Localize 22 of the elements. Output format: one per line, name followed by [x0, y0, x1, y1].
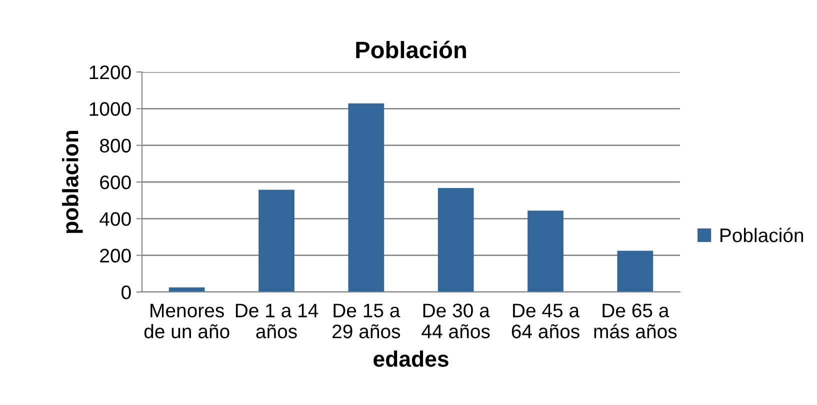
bar	[348, 103, 384, 292]
bar	[438, 188, 474, 292]
y-tick-label: 600	[100, 175, 131, 190]
x-tick-label: De 1 a 14 años	[236, 304, 318, 338]
legend-label: Población	[720, 228, 804, 242]
y-tick-label: 1000	[90, 102, 131, 116]
x-tick-label: De 65 a más años	[594, 304, 677, 338]
y-tick-label: 200	[100, 248, 131, 263]
y-tick-label: 800	[100, 138, 131, 153]
y-axis-title: poblacion	[62, 130, 83, 233]
bar	[258, 190, 294, 292]
x-tick-label: De 45 a 64 años	[512, 304, 580, 338]
x-tick-label: De 30 a 44 años	[422, 304, 490, 338]
bar	[528, 210, 564, 292]
x-tick-label: De 15 a 29 años	[332, 304, 400, 338]
x-axis-title: edades	[374, 350, 448, 367]
y-tick-label: 0	[122, 285, 131, 300]
y-tick-label: 400	[100, 212, 131, 226]
bar	[617, 250, 654, 292]
y-tick-label: 1200	[90, 65, 131, 80]
chart-title: Población	[356, 40, 466, 58]
x-tick-label: Menores de un año	[144, 304, 230, 338]
